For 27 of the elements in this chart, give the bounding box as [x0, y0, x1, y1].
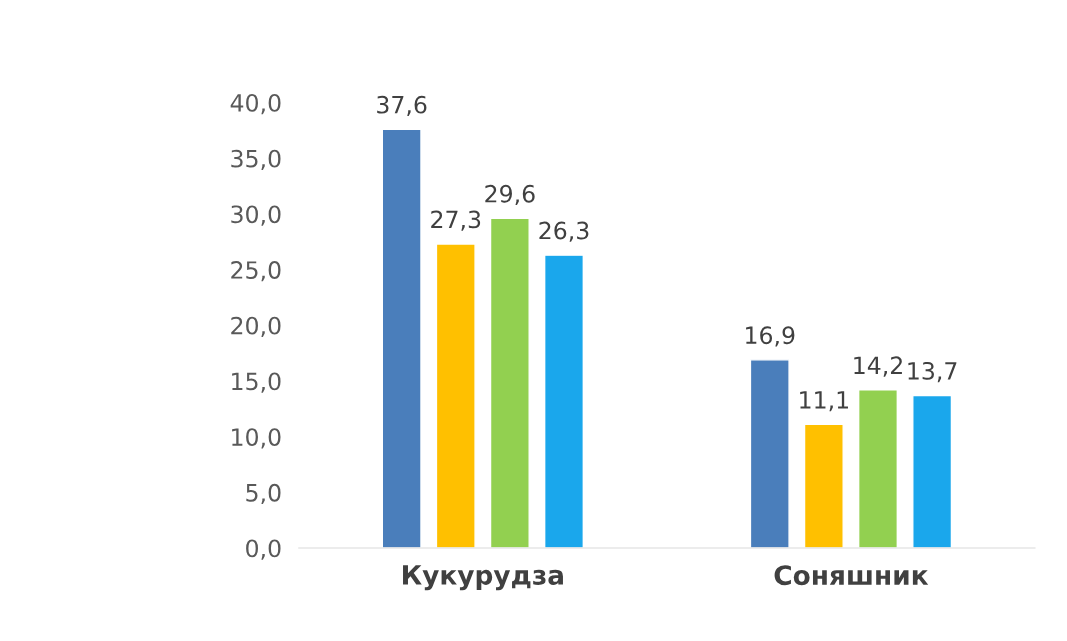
x-tick-label: Соняшник: [774, 565, 929, 586]
y-tick-label: 0,0: [246, 539, 281, 560]
y-tick-label: 15,0: [232, 372, 281, 393]
data-label: 27,3: [431, 210, 481, 231]
y-tick-label: 30,0: [231, 205, 281, 226]
y-tick-label: 25,0: [231, 261, 281, 282]
data-label: 13,7: [908, 361, 957, 383]
bar: [543, 254, 585, 549]
data-label: 37,6: [377, 95, 427, 117]
bar: [435, 243, 476, 549]
bar: [749, 359, 790, 549]
data-label: 26,3: [539, 221, 589, 242]
bar: [489, 217, 530, 549]
y-tick-label: 35,0: [231, 149, 281, 170]
bar: [912, 394, 953, 549]
data-label: 29,6: [485, 184, 535, 206]
y-tick-label: 40,0: [230, 94, 281, 115]
bar: [803, 423, 844, 549]
bar: [857, 389, 899, 549]
y-tick-label: 10,0: [232, 428, 281, 449]
bar: [381, 128, 422, 549]
y-tick-label: 20,0: [231, 316, 281, 338]
y-tick-label: 5,0: [246, 483, 281, 505]
data-label: 16,9: [746, 326, 795, 347]
data-label: 14,2: [854, 356, 902, 377]
x-tick-label: Кукурудза: [403, 565, 563, 591]
data-label: 11,1: [800, 391, 848, 412]
